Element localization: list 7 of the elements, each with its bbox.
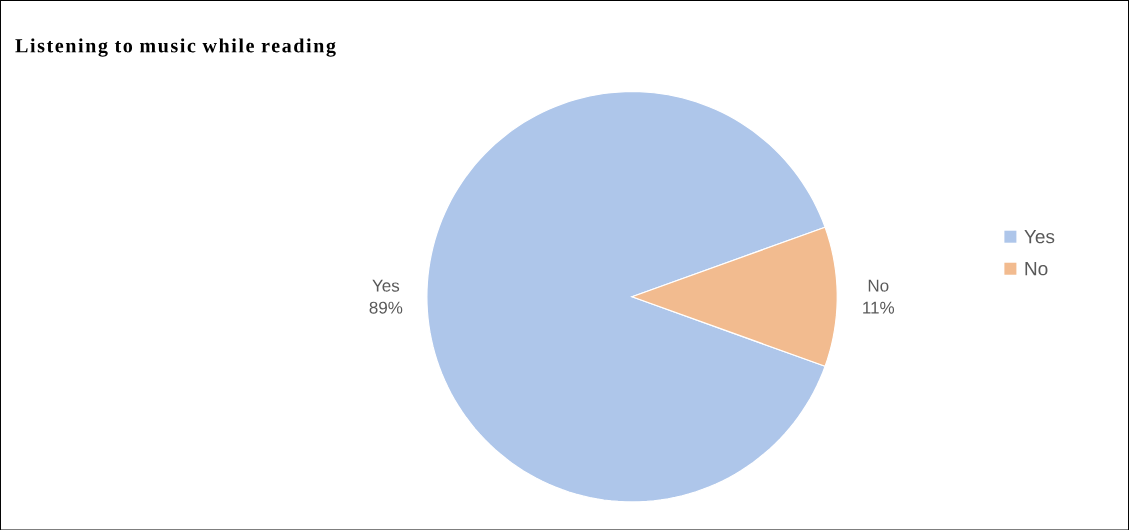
data-label: 89%	[369, 301, 403, 314]
slice-label: Yes	[372, 279, 400, 292]
data-label: 11%	[863, 301, 895, 314]
legend-label: Yes	[1024, 229, 1055, 244]
slice-label: No	[868, 279, 889, 292]
legend-label: No	[1025, 261, 1048, 276]
text: Listening to music while reading	[15, 38, 336, 57]
